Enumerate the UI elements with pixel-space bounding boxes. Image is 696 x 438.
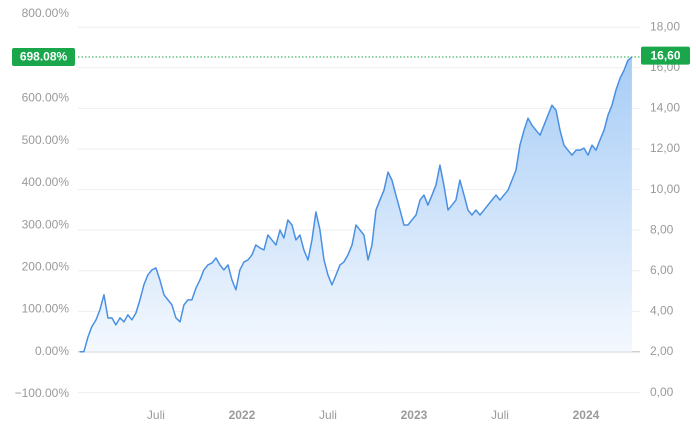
y-tick-label: −100.00% (15, 386, 70, 400)
y2-tick-label: 8,00 (650, 222, 674, 236)
y-tick-label: 300.00% (22, 217, 70, 231)
y2-tick-label: 0,00 (650, 385, 674, 399)
y-tick-label: 800.00% (22, 6, 70, 20)
y-tick-label: 600.00% (22, 91, 70, 105)
last-price-badge (641, 46, 690, 65)
last-value-label: 698.08% (20, 50, 68, 64)
x-tick-label: 2024 (573, 408, 600, 422)
y2-tick-label: 6,00 (650, 263, 674, 277)
x-tick-label: Juli (491, 408, 509, 422)
x-tick-label: Juli (147, 408, 165, 422)
y-tick-label: 500.00% (22, 133, 70, 147)
x-tick-label: 2022 (229, 408, 256, 422)
y-tick-label: 400.00% (22, 175, 70, 189)
y-tick-label: 200.00% (22, 260, 70, 274)
x-tick-label: Juli (319, 408, 337, 422)
y2-tick-label: 14,00 (650, 101, 680, 115)
area-fill (79, 57, 632, 352)
y2-tick-label: 18,00 (650, 19, 680, 33)
y-tick-label: 0.00% (35, 344, 69, 358)
y2-tick-label: 2,00 (650, 344, 674, 358)
last-price-label: 16,60 (650, 48, 680, 62)
x-tick-label: 2023 (401, 408, 428, 422)
price-line (79, 56, 633, 353)
y2-tick-label: 12,00 (650, 141, 680, 155)
y2-tick-label: 4,00 (650, 304, 674, 318)
last-value-badge (12, 48, 75, 67)
y2-tick-label: 10,00 (650, 182, 680, 196)
y-tick-label: 100.00% (22, 302, 70, 316)
